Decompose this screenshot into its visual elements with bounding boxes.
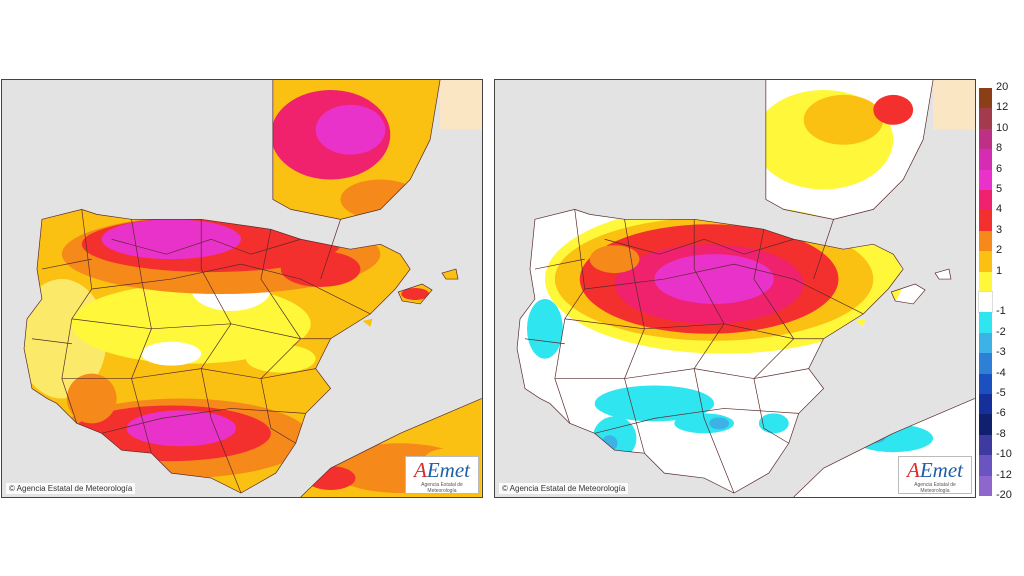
left-anomaly-map: © Agencia Estatal de Meteorología AEmet … bbox=[1, 79, 483, 498]
right-anomaly-map: © Agencia Estatal de Meteorología AEmet … bbox=[494, 79, 976, 498]
legend-swatch bbox=[979, 271, 992, 292]
legend-bin: 12 bbox=[979, 101, 1019, 129]
legend-label: -5 bbox=[996, 387, 1006, 399]
legend-swatch bbox=[979, 475, 992, 496]
legend-swatch bbox=[979, 353, 992, 374]
legend-swatch bbox=[979, 88, 992, 109]
legend-bin: -12 bbox=[979, 469, 1019, 496]
aemet-logo-subtitle: Agencia Estatal de Meteorología bbox=[914, 482, 956, 494]
legend-bin: 20 bbox=[979, 81, 1019, 109]
legend-swatch bbox=[979, 108, 992, 129]
aemet-logo-mark: AEmet bbox=[907, 458, 963, 482]
legend-swatch bbox=[979, 455, 992, 476]
legend-bin: 8 bbox=[979, 142, 1019, 170]
legend-bin: -5 bbox=[979, 387, 1019, 415]
left-map-svg bbox=[2, 80, 482, 497]
legend-label: -10 bbox=[996, 448, 1012, 461]
legend-swatch bbox=[978, 290, 993, 314]
color-legend: 20 12 10 8 6 5 4 3 2 1 -1 -2 -3 -4 -5 -6 -8 -10 -12 -20 bbox=[978, 81, 1019, 501]
legend-label: 6 bbox=[996, 162, 1003, 175]
legend-bin: -8 bbox=[979, 428, 1019, 456]
legend-bin: 3 bbox=[979, 224, 1019, 252]
legend-swatch bbox=[979, 230, 992, 252]
legend-swatch bbox=[979, 332, 992, 354]
aemet-logo: AEmet Agencia Estatal de Meteorología bbox=[898, 456, 972, 494]
legend-label: 8 bbox=[996, 142, 1003, 155]
legend-bin: -2 bbox=[979, 326, 1019, 354]
legend-bin: -3 bbox=[979, 346, 1019, 374]
copyright-text: © Agencia Estatal de Meteorología bbox=[6, 483, 136, 494]
legend-bin: -10 bbox=[979, 448, 1019, 476]
right-map-svg bbox=[495, 80, 975, 497]
legend-swatch bbox=[979, 373, 992, 394]
legend-label: 4 bbox=[996, 203, 1003, 216]
legend-bin: 6 bbox=[979, 163, 1019, 190]
legend-label: -4 bbox=[996, 366, 1006, 379]
aemet-logo-mark: AEmet bbox=[414, 458, 470, 482]
legend-swatch bbox=[979, 312, 992, 333]
legend-bin bbox=[978, 290, 1019, 314]
legend-label: 2 bbox=[996, 244, 1003, 257]
aemet-logo-subtitle: Agencia Estatal de Meteorología bbox=[421, 482, 463, 494]
legend-label: 10 bbox=[996, 121, 1009, 134]
legend-swatch bbox=[979, 394, 992, 415]
legend-label: -2 bbox=[996, 325, 1006, 338]
legend-bin: -1 bbox=[979, 305, 1019, 333]
legend-swatch bbox=[979, 128, 992, 150]
legend-swatch bbox=[979, 169, 992, 190]
copyright-text: © Agencia Estatal de Meteorología bbox=[499, 483, 629, 494]
legend-bin: 5 bbox=[979, 183, 1019, 211]
legend-bin: 4 bbox=[979, 203, 1019, 231]
legend-swatch bbox=[979, 149, 992, 170]
legend-label: 5 bbox=[996, 183, 1003, 195]
legend-swatch bbox=[979, 190, 992, 211]
legend-swatch bbox=[979, 210, 992, 231]
legend-label: -3 bbox=[996, 346, 1006, 359]
legend-label: 3 bbox=[996, 223, 1003, 236]
legend-label: -6 bbox=[996, 407, 1006, 420]
legend-bin: -4 bbox=[979, 367, 1019, 394]
legend-label: 20 bbox=[996, 81, 1009, 93]
legend-label: -20 bbox=[996, 489, 1012, 501]
legend-label: 12 bbox=[996, 101, 1009, 114]
legend-swatch bbox=[979, 434, 992, 456]
legend-bin: -6 bbox=[979, 407, 1019, 435]
aemet-logo: AEmet Agencia Estatal de Meteorología bbox=[405, 456, 479, 494]
legend-label: 1 bbox=[996, 264, 1003, 277]
legend-swatch bbox=[979, 251, 992, 272]
legend-label: -1 bbox=[996, 305, 1006, 318]
legend-label: -8 bbox=[996, 427, 1006, 440]
legend-swatch bbox=[979, 414, 992, 435]
legend-bin: 2 bbox=[979, 244, 1019, 272]
legend-label: -12 bbox=[996, 468, 1012, 481]
legend-bin: 1 bbox=[979, 265, 1019, 292]
legend-bin: 10 bbox=[979, 122, 1019, 150]
